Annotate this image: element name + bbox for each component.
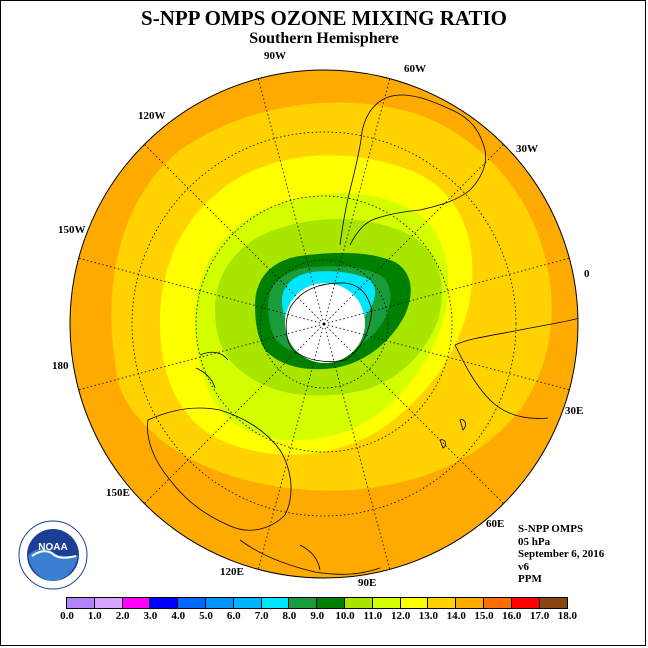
lon-label-60e: 60E <box>486 518 505 530</box>
colorbar-tick-label: 6.0 <box>226 610 241 622</box>
colorbar-swatch <box>205 598 234 608</box>
africa-coastline <box>454 317 578 419</box>
antarctica-coastline <box>285 282 373 362</box>
south-america-coastline <box>339 94 487 246</box>
colorbar-tick-label: 5.0 <box>199 610 213 622</box>
colorbar-tick-label: 1.0 <box>87 610 102 622</box>
colorbar-swatch <box>400 598 429 608</box>
lon-label-150w: 150W <box>58 224 86 236</box>
colorbar-tick-label: 12.0 <box>390 610 411 622</box>
map-border <box>69 69 579 579</box>
info-instrument: S-NPP OMPS <box>518 523 584 535</box>
colorbar-swatch <box>317 598 345 608</box>
colorbar-swatch <box>344 598 373 608</box>
colorbar-tick-label: 4.0 <box>171 610 186 622</box>
indian-ocean-islands <box>439 419 466 449</box>
colorbar-swatch <box>178 598 206 608</box>
colorbar-swatch <box>233 598 262 608</box>
colorbar-swatch <box>122 598 151 608</box>
logo-text: NOAA <box>38 542 67 553</box>
lon-label-120e: 120E <box>220 566 244 578</box>
colorbar-swatch <box>539 598 568 608</box>
colorbar-swatch <box>483 598 512 608</box>
lon-label-150e: 150E <box>106 487 130 499</box>
info-units: PPM <box>518 573 542 585</box>
colorbar <box>66 597 569 609</box>
colorbar-swatch <box>94 598 123 608</box>
colorbar-tick-label: 8.0 <box>282 610 297 622</box>
map-title: S-NPP OMPS OZONE MIXING RATIO <box>141 6 507 30</box>
product-info: S-NPP OMPS 05 hPa September 6, 2016 v6 P… <box>518 523 604 586</box>
colorbar-swatch <box>372 598 401 608</box>
lon-label-180: 180 <box>52 360 69 372</box>
new-zealand-coastline <box>195 351 229 389</box>
australia-coastline <box>147 407 292 531</box>
info-date: September 6, 2016 <box>518 548 605 560</box>
lon-label-90e: 90E <box>358 577 377 589</box>
colorbar-tick-label: 9.0 <box>310 610 325 622</box>
lon-label-90w: 90W <box>264 50 286 62</box>
noaa-logo: NOAA <box>18 520 88 590</box>
colorbar-tick-label: 10.0 <box>335 610 355 622</box>
colorbar-tick-label: 15.0 <box>474 610 494 622</box>
colorbar-tick-label: 7.0 <box>254 610 269 622</box>
lon-label-0: 0 <box>584 268 590 280</box>
colorbar-tick-label: 18.0 <box>557 610 578 622</box>
colorbar-swatch <box>428 598 457 608</box>
colorbar-tick-label: 13.0 <box>418 610 439 622</box>
colorbar-swatch <box>456 598 484 608</box>
latitude-circles <box>131 131 517 517</box>
colorbar-swatch <box>150 598 179 608</box>
colorbar-swatch <box>289 598 318 608</box>
lon-label-60w: 60W <box>404 63 426 75</box>
colorbar-tick-label: 3.0 <box>143 610 158 622</box>
colorbar-tick-label: 14.0 <box>446 610 466 622</box>
lon-label-30w: 30W <box>516 143 538 155</box>
info-version: v6 <box>518 560 529 573</box>
colorbar-swatch <box>67 598 95 608</box>
colorbar-tick-label: 16.0 <box>502 610 522 622</box>
colorbar-swatch <box>511 598 540 608</box>
colorbar-tick-label: 2.0 <box>115 610 130 622</box>
lon-label-30e: 30E <box>565 405 584 417</box>
colorbar-tick-label: 11.0 <box>363 610 383 622</box>
map-subtitle: Southern Hemisphere <box>249 30 399 47</box>
colorbar-tick-label: 17.0 <box>529 610 550 622</box>
colorbar-tick-label: 0.0 <box>60 610 74 622</box>
asia-coastline <box>239 539 381 575</box>
lon-label-120w: 120W <box>138 110 166 122</box>
info-level: 05 hPa <box>518 535 551 548</box>
colorbar-swatch <box>261 598 290 608</box>
